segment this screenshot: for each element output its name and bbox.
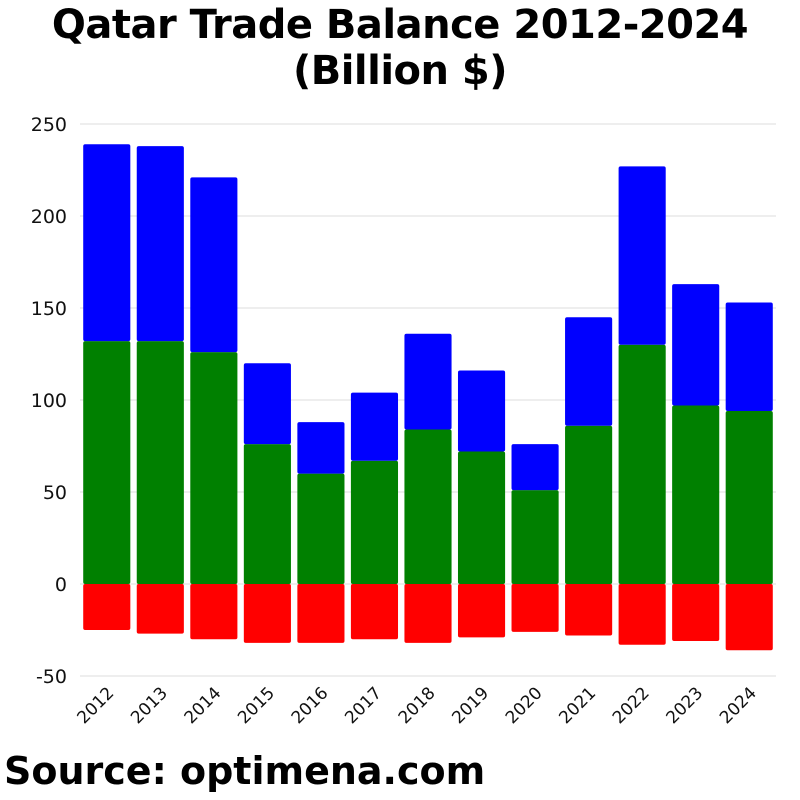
y-tick-label: 250	[31, 114, 67, 136]
bar-exports-2022	[618, 166, 666, 345]
bar-balance-2021	[565, 425, 613, 584]
x-tick-label: 2017	[341, 683, 386, 728]
x-tick-label: 2024	[716, 683, 761, 728]
y-tick-label: -50	[36, 666, 67, 688]
bar-imports-2012	[83, 584, 131, 630]
bar-exports-2014	[190, 177, 238, 353]
y-tick-label: 0	[55, 574, 67, 596]
x-tick-label: 2013	[127, 683, 172, 728]
bar-exports-2015	[243, 363, 291, 445]
x-tick-label: 2016	[288, 683, 333, 728]
bar-exports-2017	[350, 392, 399, 461]
y-axis-ticks: 250 200 150 100 50 0 -50	[31, 114, 67, 688]
y-tick-label: 100	[31, 390, 67, 412]
bar-imports-2023	[672, 584, 720, 642]
bar-imports-2020	[511, 584, 559, 632]
source-credit: Source: optimena.com	[4, 749, 486, 793]
y-tick-label: 200	[31, 206, 67, 228]
x-tick-label: 2015	[234, 683, 279, 728]
bar-imports-2016	[297, 584, 345, 643]
bar-imports-2018	[404, 584, 452, 643]
x-tick-label: 2018	[395, 683, 440, 728]
x-tick-label: 2014	[181, 683, 226, 728]
bar-imports-2015	[243, 584, 291, 643]
bar-balance-2016	[297, 473, 345, 584]
x-tick-label: 2020	[502, 683, 547, 728]
bar-exports-2018	[404, 333, 452, 430]
x-tick-label: 2019	[448, 683, 493, 728]
bar-exports-2013	[136, 146, 184, 342]
bar-imports-2019	[457, 584, 506, 638]
y-tick-label: 50	[43, 482, 67, 504]
bar-balance-2012	[83, 341, 131, 584]
bar-exports-2021	[565, 317, 613, 426]
x-tick-label: 2022	[609, 683, 654, 728]
chart-title-line-2: (Billion $)	[292, 48, 508, 94]
bar-balance-2022	[618, 344, 666, 584]
bar-balance-2014	[190, 352, 238, 584]
bar-balance-2018	[404, 429, 452, 584]
bar-imports-2021	[565, 584, 613, 636]
bar-balance-2019	[457, 451, 506, 584]
bar-balance-2020	[511, 490, 559, 584]
bar-balance-2023	[672, 405, 720, 584]
y-tick-label: 150	[31, 298, 67, 320]
bar-exports-2024	[725, 302, 773, 412]
bar-imports-2013	[136, 584, 184, 634]
bars	[83, 144, 773, 651]
bar-imports-2017	[350, 584, 399, 640]
x-tick-label: 2012	[74, 683, 119, 728]
bar-exports-2019	[457, 370, 506, 452]
bar-balance-2017	[350, 460, 399, 584]
x-tick-label: 2023	[662, 683, 707, 728]
chart-title-line-1: Qatar Trade Balance 2012-2024	[51, 2, 749, 48]
bar-exports-2023	[672, 284, 720, 406]
bar-exports-2020	[511, 444, 559, 491]
bar-balance-2013	[136, 341, 184, 584]
bar-exports-2012	[83, 144, 131, 342]
bar-imports-2014	[190, 584, 238, 640]
bar-balance-2015	[243, 444, 291, 584]
bar-imports-2022	[618, 584, 666, 645]
x-tick-label: 2021	[555, 683, 600, 728]
bar-exports-2016	[297, 422, 345, 474]
bar-balance-2024	[725, 411, 773, 584]
bar-imports-2024	[725, 584, 773, 651]
x-axis-ticks: 2012 2013 2014 2015 2016 2017 2018 2019 2020 2021…	[74, 683, 761, 728]
chart-title: Qatar Trade Balance 2012-2024 (Billion $…	[0, 2, 800, 94]
